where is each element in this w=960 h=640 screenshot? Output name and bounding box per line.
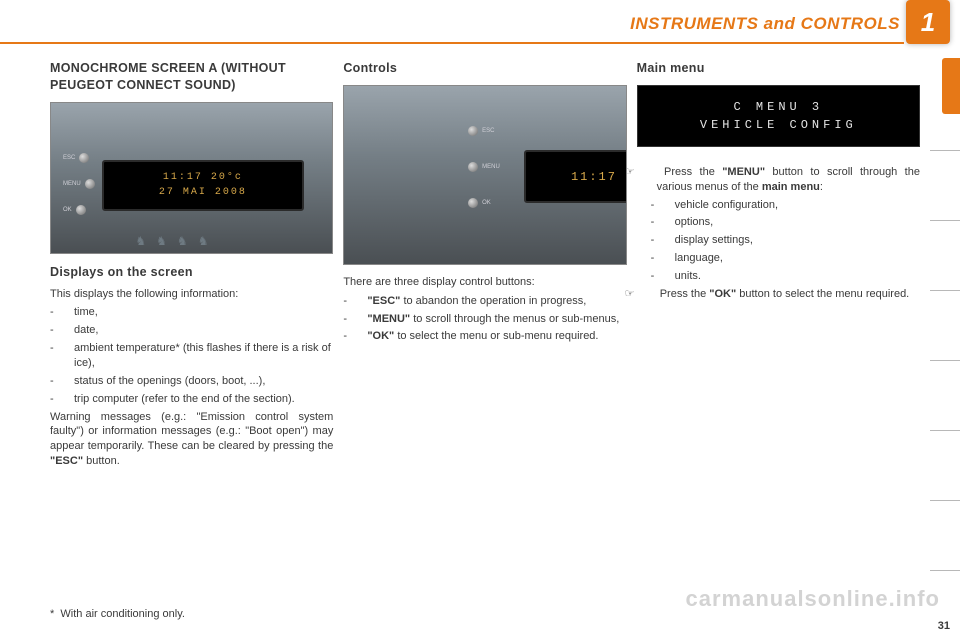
col2-title: Controls: [343, 60, 626, 77]
photo1-buttons: ESC MENU OK: [63, 153, 95, 215]
hand-item: Press the "OK" button to select the menu…: [641, 287, 920, 302]
hand-item: Press the "MENU" button to scroll throug…: [641, 165, 920, 195]
list-item: options,: [663, 215, 920, 230]
chapter-badge: 1: [906, 0, 950, 44]
page-number: 31: [938, 620, 950, 632]
col1-title-line2: PEUGEOT CONNECT SOUND): [50, 78, 236, 92]
side-tick: [930, 500, 960, 501]
list-item: vehicle configuration,: [663, 198, 920, 213]
col3-hand-list-2: Press the "OK" button to select the menu…: [637, 287, 920, 302]
side-tick: [930, 360, 960, 361]
list-item: date,: [62, 323, 333, 338]
ok-button-icon: OK: [468, 198, 500, 208]
col1-photo: ESC MENU OK 11:17 20°c 27 MAI 2008 ♞♞♞♞: [50, 102, 333, 254]
list-item: trip computer (refer to the end of the s…: [62, 392, 333, 407]
list-item: "ESC" to abandon the operation in progre…: [355, 294, 626, 309]
list-item: "MENU" to scroll through the menus or su…: [355, 312, 626, 327]
header-rule: [0, 42, 904, 44]
col3-title: Main menu: [637, 60, 920, 77]
menudisp-line1: C MENU 3: [734, 99, 824, 115]
list-item: ambient temperature* (this flashes if th…: [62, 341, 333, 371]
column-2: Controls ESC MENU OK 11:17 2 There are t…: [343, 60, 626, 473]
seat-icons: ♞♞♞♞: [135, 233, 208, 249]
top-bar: INSTRUMENTS and CONTROLS 1: [0, 0, 960, 42]
col2-photo: ESC MENU OK 11:17 2: [343, 85, 626, 265]
col3-display: C MENU 3 VEHICLE CONFIG: [637, 85, 920, 147]
list-item: time,: [62, 305, 333, 320]
col1-warning-para: Warning messages (e.g.: "Emission contro…: [50, 410, 333, 469]
side-tick: [930, 150, 960, 151]
side-tick: [930, 430, 960, 431]
esc-button-icon: ESC: [468, 126, 500, 136]
col3-sublist: vehicle configuration, options, display …: [637, 198, 920, 284]
col1-title: MONOCHROME SCREEN A (WITHOUT PEUGEOT CON…: [50, 60, 333, 94]
list-item: status of the openings (doors, boot, ...…: [62, 374, 333, 389]
photo1-display: 11:17 20°c 27 MAI 2008: [102, 160, 305, 211]
page-header: INSTRUMENTS and CONTROLS: [630, 14, 900, 34]
ok-button-icon: OK: [63, 205, 95, 215]
side-tick: [930, 570, 960, 571]
side-tick: [930, 290, 960, 291]
footnote: * With air conditioning only.: [50, 608, 185, 620]
list-item: "OK" to select the menu or sub-menu requ…: [355, 329, 626, 344]
menu-button-icon: MENU: [468, 162, 500, 172]
photo1-line1: 11:17 20°c: [163, 171, 243, 185]
menu-button-icon: MENU: [63, 179, 95, 189]
menudisp-line2: VEHICLE CONFIG: [700, 117, 857, 133]
esc-button-icon: ESC: [63, 153, 95, 163]
side-tab: [942, 58, 960, 114]
list-item: units.: [663, 269, 920, 284]
col1-subheading: Displays on the screen: [50, 264, 333, 281]
col3-hand-list: Press the "MENU" button to scroll throug…: [637, 165, 920, 195]
column-3: Main menu C MENU 3 VEHICLE CONFIG Press …: [637, 60, 920, 473]
photo2-buttons: ESC MENU OK: [468, 126, 500, 208]
col1-title-line1: MONOCHROME SCREEN A (WITHOUT: [50, 61, 286, 75]
list-item: display settings,: [663, 233, 920, 248]
list-item: language,: [663, 251, 920, 266]
photo2-display: 11:17 2: [524, 150, 626, 203]
col1-list: time, date, ambient temperature* (this f…: [50, 305, 333, 406]
photo1-line2: 27 MAI 2008: [159, 186, 247, 200]
content-columns: MONOCHROME SCREEN A (WITHOUT PEUGEOT CON…: [50, 60, 920, 473]
photo2-line1: 11:17 2: [571, 169, 627, 185]
column-1: MONOCHROME SCREEN A (WITHOUT PEUGEOT CON…: [50, 60, 333, 473]
side-tick: [930, 220, 960, 221]
watermark: carmanualsonline.info: [686, 586, 941, 612]
col2-list: "ESC" to abandon the operation in progre…: [343, 294, 626, 345]
col2-intro: There are three display control buttons:: [343, 275, 626, 290]
col1-intro: This displays the following information:: [50, 287, 333, 302]
